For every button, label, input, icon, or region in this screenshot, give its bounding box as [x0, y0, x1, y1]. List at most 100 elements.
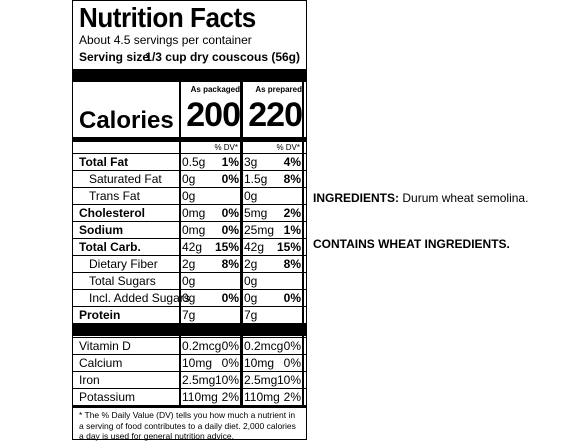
vitamin-name: Iron [79, 373, 100, 387]
calories-label: Calories [79, 107, 174, 134]
footnote: * The % Daily Value (DV) tells you how m… [79, 410, 296, 441]
dv-header: % DV* [276, 143, 300, 152]
amount: 0.2mcg [244, 339, 284, 353]
rule [73, 405, 306, 408]
amount: 0.5g [182, 155, 206, 169]
dv-header: % DV* [214, 143, 238, 152]
nutrition-label: Nutrition Facts About 4.5 servings per co… [72, 0, 307, 441]
amount: 110mg [182, 390, 218, 404]
rule [73, 170, 306, 171]
daily-value: 2% [283, 390, 301, 404]
amount: 25mg [244, 223, 275, 237]
column-header: As packaged [190, 85, 240, 94]
servings: About 4.5 servings per container [79, 33, 252, 47]
vitamin-name: Vitamin D [79, 339, 131, 353]
nutrient-name: Total Sugars [89, 274, 156, 288]
daily-value: 0% [221, 172, 239, 186]
amount: 0g [244, 189, 258, 203]
amount: 0g [182, 172, 196, 186]
rule [73, 255, 306, 256]
rule [73, 272, 306, 273]
rule [73, 204, 306, 205]
daily-value: 15% [276, 240, 301, 254]
daily-value: 4% [283, 155, 301, 169]
daily-value: 0% [221, 339, 239, 353]
serving-size: 1/3 cup dry couscous (56g) [145, 50, 300, 64]
nutrient-name: Saturated Fat [89, 172, 162, 186]
amount: 2.5mg [182, 373, 216, 387]
daily-value: 0% [221, 291, 239, 305]
nutrient-name: Sodium [79, 223, 123, 237]
rule [73, 238, 306, 239]
rule [73, 371, 306, 372]
amount: 2g [244, 257, 258, 271]
amount: 3g [244, 155, 258, 169]
daily-value: 10% [214, 373, 239, 387]
amount: 0g [244, 274, 258, 288]
column-header: As prepared [255, 85, 302, 94]
ingredients-text: Durum wheat semolina. [402, 191, 529, 205]
daily-value: 8% [221, 257, 239, 271]
nutrient-name: Dietary Fiber [89, 257, 158, 271]
calories-value: 200 [186, 96, 241, 134]
rule [73, 221, 306, 222]
daily-value: 1% [283, 223, 301, 237]
amount: 110mg [244, 390, 280, 404]
nutrient-name: Cholesterol [79, 206, 146, 220]
title: Nutrition Facts [79, 2, 256, 33]
column-border [302, 82, 304, 405]
daily-value: 8% [283, 172, 301, 186]
daily-value: 1% [221, 155, 239, 169]
amount: 2g [182, 257, 196, 271]
bar [73, 69, 306, 82]
vitamin-name: Calcium [79, 356, 123, 370]
ingredients-label: INGREDIENTS: [313, 191, 400, 205]
amount: 7g [182, 308, 196, 322]
nutrient-name: Total Fat [79, 155, 129, 169]
column-border [179, 82, 181, 405]
nutrient-name: Trans Fat [89, 189, 140, 203]
nutrient-name: Incl. Added Sugars [89, 291, 190, 305]
nutrient-name: Protein [79, 308, 121, 322]
daily-value: 0% [221, 206, 239, 220]
rule [73, 153, 306, 154]
rule [73, 289, 306, 290]
amount: 42g [244, 240, 265, 254]
amount: 1.5g [244, 172, 268, 186]
column-border [241, 82, 243, 405]
rule [73, 388, 306, 389]
daily-value: 0% [283, 291, 301, 305]
amount: 0g [182, 274, 196, 288]
amount: 10mg [182, 356, 213, 370]
daily-value: 2% [283, 206, 301, 220]
amount: 2.5mg [244, 373, 278, 387]
bar [73, 323, 306, 336]
amount: 0g [182, 291, 196, 305]
calories-value: 220 [248, 96, 303, 134]
rule [73, 187, 306, 188]
daily-value: 0% [283, 339, 301, 353]
vitamin-name: Potassium [79, 390, 136, 404]
daily-value: 15% [214, 240, 239, 254]
ingredients: INGREDIENTS: Durum wheat semolina. [313, 191, 528, 205]
amount: 10mg [244, 356, 275, 370]
daily-value: 0% [221, 356, 239, 370]
allergens: CONTAINS WHEAT INGREDIENTS. [313, 237, 510, 251]
amount: 0g [244, 291, 258, 305]
rule [73, 337, 306, 338]
amount: 5mg [244, 206, 268, 220]
amount: 0.2mcg [182, 339, 222, 353]
nutrient-name: Total Carb. [79, 240, 141, 254]
rule [73, 354, 306, 355]
serving-size-label: Serving size [79, 50, 150, 64]
rule [73, 137, 306, 142]
amount: 0mg [182, 223, 206, 237]
amount: 7g [244, 308, 258, 322]
amount: 42g [182, 240, 203, 254]
daily-value: 2% [221, 390, 239, 404]
daily-value: 8% [283, 257, 301, 271]
amount: 0mg [182, 206, 206, 220]
rule [73, 306, 306, 307]
daily-value: 10% [276, 373, 301, 387]
